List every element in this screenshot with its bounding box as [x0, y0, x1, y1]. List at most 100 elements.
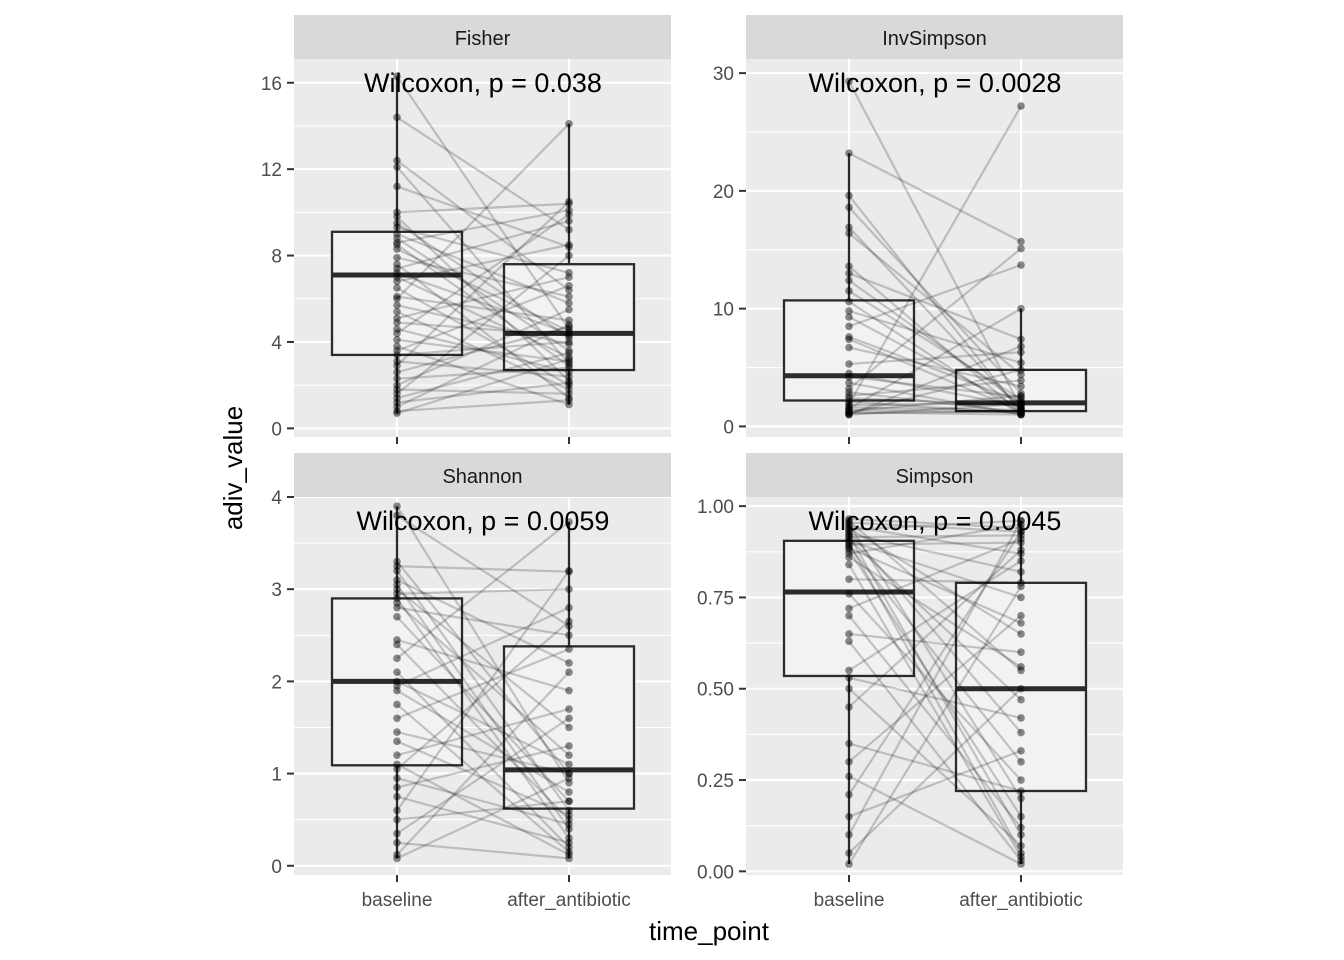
strip-overlay-invsimpson	[746, 15, 1123, 59]
paired-line	[396, 116, 570, 231]
data-point	[393, 792, 401, 801]
paired-line	[848, 775, 1022, 866]
data-point	[393, 314, 401, 323]
data-point	[845, 518, 853, 527]
data-point	[393, 700, 401, 709]
paired-line	[396, 243, 570, 283]
data-point	[393, 113, 401, 122]
data-point	[565, 368, 573, 377]
data-point	[565, 381, 573, 389]
data-point	[845, 553, 853, 562]
data-point	[845, 394, 853, 402]
data-point	[1017, 557, 1025, 565]
data-point	[845, 540, 853, 549]
facet-panels: Fisher0481216Wilcoxon, p = 0.038FisherIn…	[261, 15, 1123, 911]
box-baseline	[330, 230, 464, 357]
data-point	[393, 668, 401, 676]
data-point	[393, 72, 401, 81]
y-tick-label: 1.00	[697, 497, 734, 518]
data-point	[393, 318, 401, 327]
data-point	[845, 406, 853, 414]
paired-line	[396, 243, 570, 367]
paired-line	[848, 542, 1022, 854]
paired-line	[848, 206, 1022, 395]
data-point	[1017, 404, 1025, 413]
data-point	[393, 329, 401, 338]
paired-line	[848, 520, 1022, 836]
data-point	[845, 410, 853, 419]
data-point	[393, 325, 401, 333]
paired-line	[396, 800, 570, 821]
data-point	[845, 703, 853, 711]
paired-line	[396, 521, 570, 660]
data-point	[1017, 403, 1025, 412]
paired-line	[396, 703, 570, 853]
data-point	[565, 197, 573, 206]
data-point	[1017, 852, 1025, 861]
data-point	[393, 336, 401, 344]
data-point	[1017, 524, 1025, 532]
paired-line	[848, 640, 1022, 862]
data-point	[845, 149, 853, 158]
data-layer-invsimpson	[782, 77, 1088, 419]
data-point	[393, 774, 401, 782]
paired-line	[848, 523, 1022, 555]
paired-line	[396, 671, 570, 849]
data-point	[845, 515, 853, 523]
paired-line	[848, 549, 1022, 818]
facet-invsimpson: InvSimpson0102030Wilcoxon, p = 0.0028Inv…	[713, 15, 1123, 444]
data-point	[393, 599, 401, 607]
paired-line	[396, 360, 570, 378]
data-point	[393, 714, 401, 723]
data-point	[393, 301, 401, 310]
data-point	[845, 611, 853, 620]
data-point	[565, 286, 573, 294]
data-point	[845, 404, 853, 413]
data-point	[845, 684, 853, 693]
y-tick-label: 0.50	[697, 680, 734, 701]
strip-overlay-fisher	[294, 15, 671, 59]
data-point	[393, 562, 401, 570]
data-layer-shannon	[330, 502, 636, 863]
paired-line	[396, 256, 570, 298]
data-point	[393, 407, 401, 415]
paired-line	[848, 523, 1022, 799]
data-point	[845, 313, 853, 321]
data-point	[565, 269, 573, 277]
data-point	[1017, 787, 1025, 795]
paired-line	[396, 616, 570, 802]
data-point	[845, 673, 853, 682]
paired-line	[396, 219, 570, 270]
data-point	[1017, 831, 1025, 839]
data-point	[845, 408, 853, 417]
data-point	[1017, 407, 1025, 415]
paired-line	[848, 547, 1022, 625]
data-point	[845, 531, 853, 540]
data-point	[845, 739, 853, 748]
y-tick-label: 4	[271, 488, 282, 509]
data-point	[565, 714, 573, 723]
data-point	[393, 686, 401, 695]
paired-line	[848, 335, 1022, 403]
data-point	[845, 384, 853, 393]
data-point	[1017, 549, 1025, 558]
data-point	[565, 225, 573, 234]
data-point	[565, 668, 573, 676]
paired-line	[396, 304, 570, 346]
data-point	[845, 343, 853, 352]
data-point	[565, 838, 573, 847]
strip-title-invsimpson: InvSimpson	[882, 28, 987, 50]
paired-line	[848, 593, 1022, 781]
paired-line	[848, 408, 1022, 414]
data-point	[845, 379, 853, 387]
y-axis-title: adiv_value	[218, 406, 248, 530]
data-point	[565, 622, 573, 630]
data-point	[845, 637, 853, 646]
data-point	[393, 223, 401, 232]
data-point	[1017, 261, 1025, 269]
data-point	[565, 567, 573, 576]
data-point	[1017, 516, 1025, 525]
paired-line	[396, 381, 570, 404]
paired-line	[396, 276, 570, 359]
paired-line	[848, 615, 1022, 829]
